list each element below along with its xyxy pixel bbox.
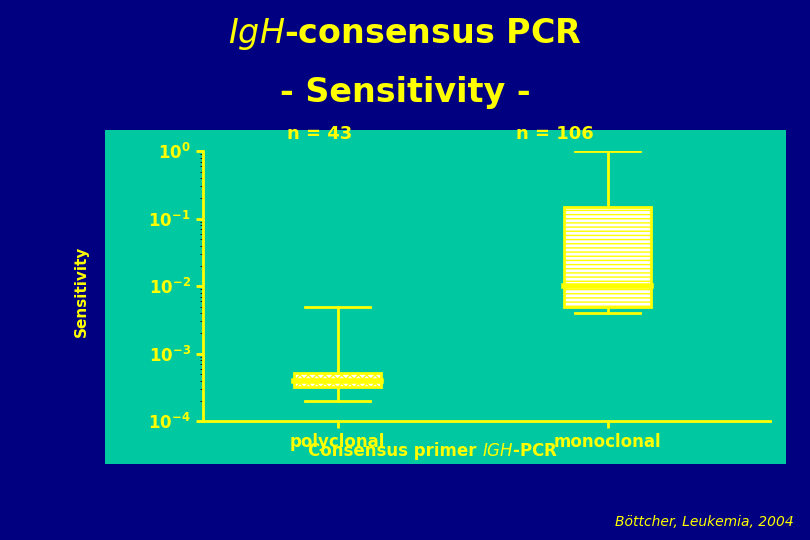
Text: Sensitivity: Sensitivity — [74, 246, 88, 338]
Bar — [294, 373, 381, 387]
Text: $\it{IGH}$-PCR: $\it{IGH}$-PCR — [482, 442, 558, 460]
Text: n = 43: n = 43 — [288, 125, 352, 143]
Text: n = 106: n = 106 — [516, 125, 594, 143]
Text: - Sensitivity -: - Sensitivity - — [279, 76, 531, 109]
Text: Böttcher, Leukemia, 2004: Böttcher, Leukemia, 2004 — [615, 515, 794, 529]
Bar — [565, 207, 650, 307]
Text: Consensus primer: Consensus primer — [308, 442, 482, 460]
Text: $\it{IgH}$-consensus PCR: $\it{IgH}$-consensus PCR — [228, 16, 582, 52]
